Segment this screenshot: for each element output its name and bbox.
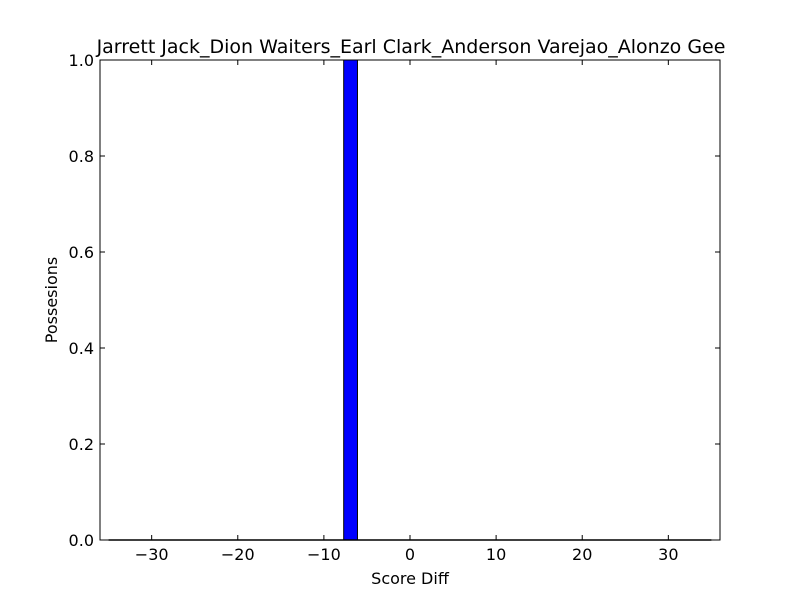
y-tick-label: 0.4 (69, 339, 94, 358)
x-tick-label: 30 (658, 545, 678, 564)
bars-layer (343, 59, 358, 541)
y-axis-title: Possesions (42, 257, 61, 343)
y-tick-label: 0.0 (69, 531, 94, 550)
x-tick-label: 20 (572, 545, 592, 564)
y-tick-label: 0.8 (69, 147, 94, 166)
x-axis-title: Score Diff (371, 569, 450, 588)
y-tick-label: 1.0 (69, 51, 94, 70)
x-tick-label: 0 (405, 545, 415, 564)
y-tick-label: 0.6 (69, 243, 94, 262)
x-tick-label: −30 (135, 545, 169, 564)
plot-frame (99, 59, 721, 541)
y-axis: 0.0 0.2 0.4 0.6 0.8 1.0 (69, 51, 720, 550)
histogram-bar-0 (343, 59, 358, 541)
x-tick-label: −20 (221, 545, 255, 564)
y-tick-label: 0.2 (69, 435, 94, 454)
x-axis: −30 −20 −10 0 10 20 30 (135, 60, 679, 564)
x-tick-label: 10 (486, 545, 506, 564)
chart-title: Jarrett Jack_Dion Waiters_Earl Clark_And… (96, 36, 726, 58)
x-tick-label: −10 (307, 545, 341, 564)
